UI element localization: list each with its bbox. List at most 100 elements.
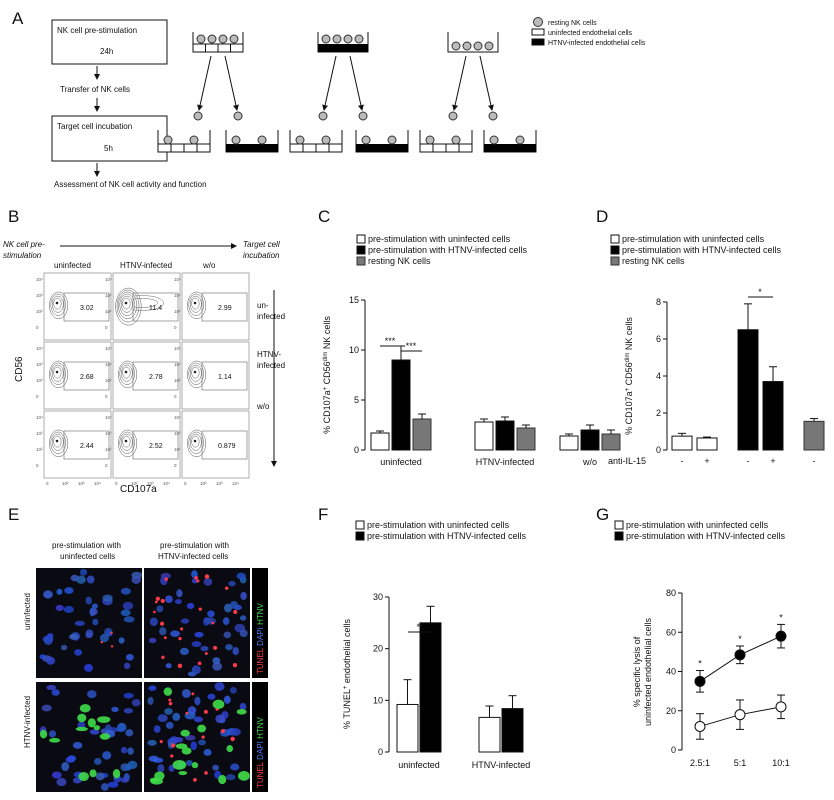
facs-grid: 3.02 10⁴ 10³ 10² 0 11.4 10⁴ 10³ 10² 0 2.99 10⁴ 10³ 10… <box>36 272 250 486</box>
dapi-nucleus <box>65 756 75 763</box>
step1-title: NK cell pre-stimulation <box>57 26 137 35</box>
e-row-htnv: HTNV-infected <box>23 696 32 748</box>
legend-entry: pre-stimulation with uninfected cells <box>367 520 510 530</box>
legend-entry: pre-stimulation with HTNV-infected cells <box>368 245 528 255</box>
y-tick-label: 5 <box>354 395 359 405</box>
tunel-signal <box>100 640 103 644</box>
facs-contour <box>53 435 62 448</box>
facs-density-peak <box>193 301 197 305</box>
tunel-signal <box>159 740 163 744</box>
nk-cell-icon <box>321 135 331 145</box>
nk-cell-icon <box>484 41 494 51</box>
dapi-nucleus <box>179 647 189 656</box>
legend-entry: resting NK cells <box>368 256 431 266</box>
facs-y-tick: 0 <box>105 463 108 468</box>
transfer-arrow <box>197 55 212 111</box>
row-label-1b: infected <box>257 312 285 321</box>
facs-y-tick: 10⁴ <box>36 415 43 420</box>
facs-density-peak <box>55 439 59 443</box>
facs-plot-frame <box>181 410 250 479</box>
dapi-nucleus <box>42 635 54 643</box>
facs-percent-value: 2.78 <box>149 374 163 381</box>
facs-y-tick: 10³ <box>105 362 112 367</box>
panel-e-label: E <box>8 505 19 524</box>
facs-y-tick: 10² <box>105 447 112 452</box>
nk-cell-icon <box>473 41 483 51</box>
dapi-nucleus <box>226 774 236 781</box>
dapi-nucleus <box>147 739 157 746</box>
chart-g: pre-stimulation with uninfected cellspre… <box>614 520 790 768</box>
dapi-nucleus <box>102 594 113 602</box>
facs-contour-tail <box>133 298 159 308</box>
facs-contour <box>122 297 131 310</box>
nk-cell-icon <box>189 135 199 145</box>
facs-y-tick: 0 <box>105 325 108 330</box>
tunel-signal <box>194 575 199 580</box>
dapi-nucleus <box>120 609 131 617</box>
facs-contour <box>120 433 133 451</box>
x-category-label: uninfected <box>380 457 422 467</box>
htnv-legend-icon <box>531 38 545 46</box>
dapi-nucleus <box>212 764 220 771</box>
facs-contour <box>49 291 69 320</box>
facs-contour <box>122 435 131 448</box>
facs-y-tick: 10² <box>36 309 43 314</box>
dapi-nucleus <box>107 781 119 788</box>
dapi-nucleus <box>230 763 240 771</box>
dapi-nucleus <box>165 721 174 729</box>
dapi-nucleus <box>157 764 165 773</box>
dapi-nucleus <box>124 764 132 771</box>
dapi-nucleus <box>64 587 74 594</box>
dapi-nucleus <box>41 704 52 712</box>
tunel-signal <box>191 692 195 696</box>
dapi-nucleus <box>240 615 247 621</box>
tunel-signal <box>185 711 189 715</box>
header-right-line2: incubation <box>243 251 280 260</box>
facs-percent-value: 3.02 <box>80 305 94 312</box>
htnv-signal <box>75 726 88 732</box>
facs-x-tick: 10³ <box>147 481 154 486</box>
dapi-nucleus <box>173 736 184 743</box>
legend-htnv: HTNV-infected endothelial cells <box>548 40 646 47</box>
nk-cell-icon <box>462 41 472 51</box>
tunel-signal <box>204 574 210 579</box>
tunel-signal <box>232 662 238 668</box>
dapi-nucleus <box>165 595 173 604</box>
legend-entry: pre-stimulation with uninfected cells <box>626 520 769 530</box>
panel-a-label: A <box>12 9 24 28</box>
facs-contour <box>120 364 133 382</box>
facs-y-tick: 10³ <box>36 362 43 367</box>
e-col1-title-b: uninfected cells <box>60 552 115 561</box>
panel-d: D pre-stimulation with uninfected cellsp… <box>596 207 825 466</box>
facs-gate <box>63 361 110 391</box>
dapi-nucleus <box>116 725 125 733</box>
facs-contour <box>50 293 66 316</box>
dapi-nucleus <box>152 757 164 763</box>
facs-x-tick: 10² <box>62 481 69 486</box>
dapi-nucleus <box>222 617 230 626</box>
facs-y-tick: 10⁴ <box>105 415 112 420</box>
well-htnv-layer <box>226 144 278 152</box>
y-tick-label: 0 <box>671 745 676 755</box>
dapi-nucleus <box>100 783 109 791</box>
facs-gate <box>201 292 248 322</box>
panel-g: G pre-stimulation with uninfected cellsp… <box>596 505 790 768</box>
nk-cell-icon <box>361 135 371 145</box>
tunel-signal <box>198 607 202 611</box>
dapi-nucleus <box>148 685 157 691</box>
facs-x-tick: 10³ <box>78 481 85 486</box>
dapi-nucleus <box>56 777 67 787</box>
dapi-nucleus <box>125 653 134 661</box>
legend-swatch <box>614 520 624 530</box>
dapi-nucleus <box>87 690 97 699</box>
dapi-nucleus <box>207 693 216 700</box>
significance-marker: * <box>779 612 783 622</box>
dapi-nucleus <box>94 757 102 765</box>
dapi-nucleus <box>225 644 233 651</box>
legend-swatch <box>356 245 366 255</box>
transfer-arrow <box>224 55 239 111</box>
facs-y-tick: 10² <box>36 447 43 452</box>
well-schematic <box>157 32 537 153</box>
bar <box>412 418 432 451</box>
stain-labels: TUNEL DAPI HTNV <box>256 602 265 674</box>
